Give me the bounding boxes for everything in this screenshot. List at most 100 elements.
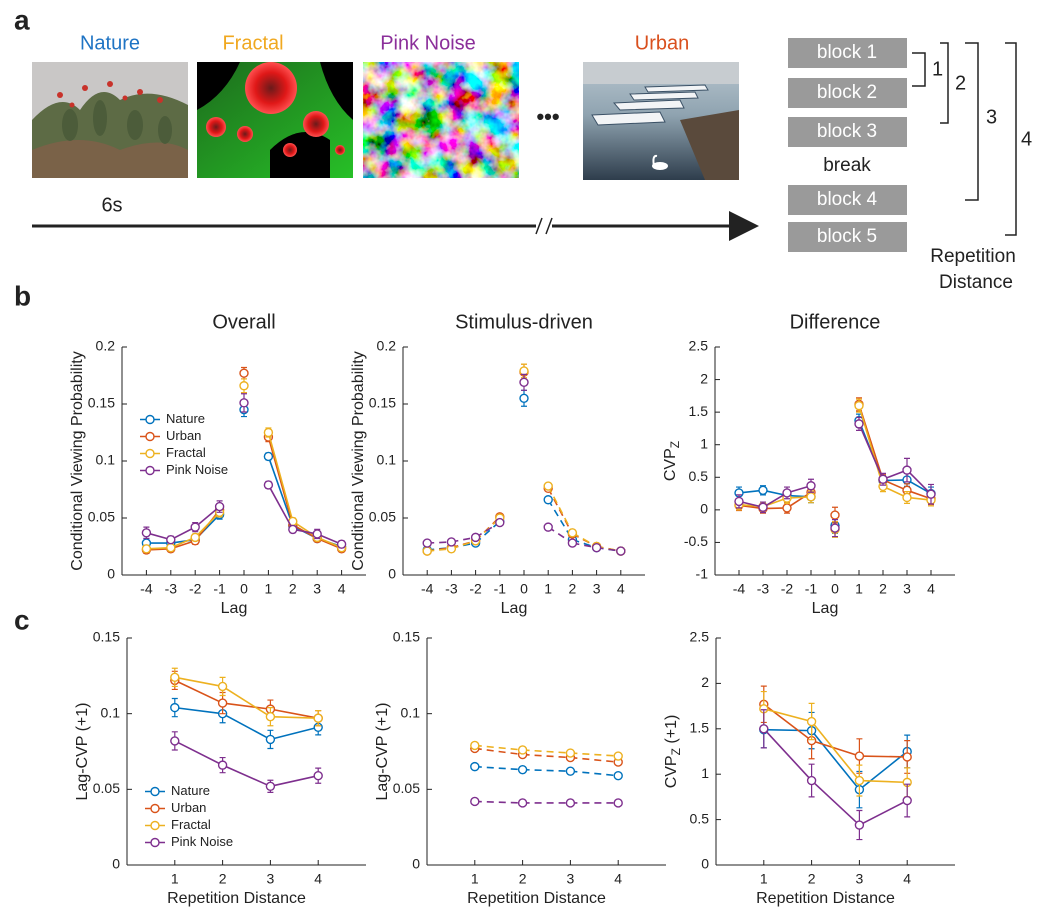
marker [806,492,816,502]
marker [214,501,225,512]
y-tick-label: 0.1 [377,452,397,468]
marker [217,698,228,708]
x-tick-label: -1 [494,581,507,597]
marker [470,761,480,772]
x-tick-label: 2 [289,581,297,597]
block [788,222,907,252]
marker [759,724,769,734]
marker [239,381,249,391]
x-axis-label: Lag [501,600,528,617]
x-tick-label: 4 [903,871,911,887]
marker [565,748,576,758]
y-tick-label: 0.1 [96,452,116,468]
x-tick-label: 4 [927,581,935,597]
line-segment [267,456,294,527]
x-tick-label: 3 [313,581,321,597]
marker [613,751,623,761]
y-label-main: Conditional Viewing Probability [350,351,367,570]
y-axis-label: CVPZ [662,441,682,481]
chart-title: Stimulus-driven [455,311,593,333]
line-segment [194,505,221,528]
marker [446,537,457,547]
marker [313,713,323,723]
line-segment [858,750,908,791]
marker [902,795,912,806]
block [788,185,907,215]
marker [854,419,864,429]
x-tick-label: -2 [469,581,482,597]
marker [565,766,576,776]
marker [517,764,528,775]
x-tick-label: 1 [471,871,479,887]
y-label-suffix: (+1) [663,715,680,748]
distance-title: Repetition [930,246,1016,267]
line-segment [222,712,271,741]
y-tick-label: 0.5 [689,468,709,484]
marker [313,771,323,781]
marker [854,820,865,830]
x-tick-label: 0 [831,581,839,597]
block-label: block 4 [817,189,878,210]
line-segment [222,702,271,710]
line-segment [174,740,223,766]
marker [902,492,912,503]
distance-label: 3 [986,106,997,128]
legend-marker [150,837,160,848]
y-tick-label: 0.15 [88,395,115,411]
x-axis-label: Repetition Distance [467,890,606,907]
x-tick-label: 4 [338,581,346,597]
series [141,378,347,554]
series [422,389,626,556]
marker [616,546,626,556]
y-label-subscript: Z [669,748,683,755]
marker [470,796,480,807]
marker [519,393,529,403]
marker [422,546,432,556]
y-tick-label: 0 [107,566,115,582]
chart-title: Difference [790,311,881,333]
legend-marker [145,465,155,476]
legend-label: Urban [171,800,206,815]
distance-title: Distance [939,272,1013,293]
y-tick-label: 2 [700,370,708,386]
series [470,740,623,761]
marker [854,400,864,411]
line-segment [267,432,294,522]
marker [141,528,152,538]
marker [926,489,936,499]
line-segment [474,744,523,751]
legend-label: Pink Noise [166,462,228,477]
marker [830,523,840,533]
marker [613,771,623,781]
marker [517,798,528,808]
y-tick-label: 0.2 [377,338,397,354]
legend: Nature Urban Fractal Pink Noise [135,406,233,484]
x-tick-label: 1 [171,871,179,887]
marker [567,538,578,548]
marker [265,711,276,722]
line-segment [474,747,523,756]
x-tick-label: -4 [733,581,746,597]
line-segment [906,469,932,495]
panel-label: c [14,604,30,635]
marker [519,377,529,388]
series [170,731,323,793]
line-segment [222,764,271,788]
series [759,709,912,841]
x-tick-label: -3 [445,581,458,597]
block [788,38,907,68]
x-tick-label: 1 [265,581,273,597]
y-tick-label: 0.15 [393,629,420,645]
y-tick-label: 0.1 [401,704,421,720]
time-label: 6s [101,194,122,216]
y-tick-label: 0.05 [88,509,115,525]
distance-label: 2 [955,72,966,94]
marker [470,532,481,543]
marker [565,798,576,808]
x-tick-label: 2 [879,581,887,597]
y-tick-label: 1 [700,435,708,451]
line-segment [859,799,908,826]
y-tick-label: 0.05 [393,780,420,796]
line-segment [267,484,294,530]
marker [591,542,602,553]
